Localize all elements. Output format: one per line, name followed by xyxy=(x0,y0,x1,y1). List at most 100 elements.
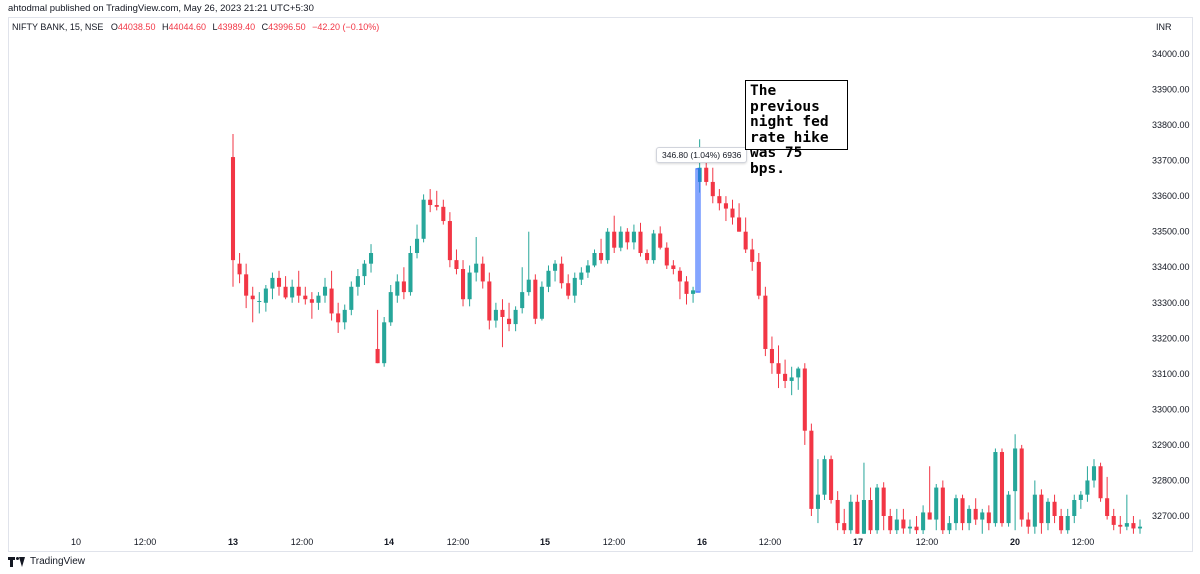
annotation-line: night fed xyxy=(750,114,829,130)
candle xyxy=(756,253,761,300)
y-tick-label: 32800.00 xyxy=(1152,475,1190,485)
candle xyxy=(750,238,755,271)
candle-body xyxy=(829,459,834,501)
candle xyxy=(1059,508,1064,534)
candle-body xyxy=(677,270,682,282)
candle xyxy=(316,292,321,310)
candle xyxy=(520,267,525,314)
x-tick-label: 12:00 xyxy=(134,537,157,547)
close-label: C xyxy=(261,22,269,32)
candle-body xyxy=(888,516,893,531)
candle-body xyxy=(355,276,360,287)
x-tick-label: 12:00 xyxy=(1072,537,1095,547)
candle-body xyxy=(671,265,676,270)
candle-body xyxy=(848,501,853,531)
change-value: −42.20 (−0.10%) xyxy=(312,22,380,32)
high-value: 44044.60 xyxy=(168,22,207,32)
candle-body xyxy=(638,231,643,254)
candle xyxy=(533,274,538,325)
candle-body xyxy=(474,263,479,273)
candle-body xyxy=(263,288,268,303)
candle xyxy=(658,226,663,250)
open-value: 44038.50 xyxy=(117,22,156,32)
high-label: H xyxy=(161,22,169,32)
y-tick-label: 32700.00 xyxy=(1152,511,1190,521)
candle xyxy=(460,260,466,307)
candle-body xyxy=(999,452,1005,524)
candle-body xyxy=(1052,501,1057,516)
candle-body xyxy=(986,512,991,524)
x-tick-label: 12:00 xyxy=(916,537,939,547)
candle-body xyxy=(980,512,985,520)
candle-body xyxy=(237,263,242,275)
candle xyxy=(927,466,932,520)
annotation-line: The previous xyxy=(750,83,820,115)
candle xyxy=(303,286,308,305)
candle xyxy=(368,244,374,273)
candle-body xyxy=(1137,526,1143,529)
open-label: O xyxy=(110,22,118,32)
candle-body xyxy=(585,265,590,273)
candle-body xyxy=(546,270,551,287)
candle-body xyxy=(1085,480,1090,495)
candle-body xyxy=(303,295,308,300)
candle-body xyxy=(592,253,597,266)
y-tick-label: 33100.00 xyxy=(1152,369,1190,379)
candle xyxy=(815,459,820,524)
candle xyxy=(237,253,242,284)
candle xyxy=(250,286,255,323)
candle-body xyxy=(513,309,518,325)
candle xyxy=(1111,508,1116,531)
candle xyxy=(664,242,669,270)
candle xyxy=(967,505,972,531)
candle xyxy=(671,260,676,275)
currency-label: INR xyxy=(1156,22,1172,32)
candle xyxy=(336,302,341,333)
annotation-line: rate hike xyxy=(750,129,829,146)
candle-body xyxy=(467,272,472,300)
candle xyxy=(743,217,748,254)
x-tick-label: 14 xyxy=(384,537,394,547)
candle xyxy=(592,249,597,268)
candle xyxy=(309,292,314,319)
candle xyxy=(434,190,439,211)
candle-body xyxy=(960,498,965,524)
candle xyxy=(848,494,853,534)
measure-tool xyxy=(695,168,701,293)
candle-body xyxy=(1091,466,1097,481)
y-tick-label: 32900.00 xyxy=(1152,440,1190,450)
candle-body xyxy=(921,512,926,531)
candle-body xyxy=(1032,494,1037,527)
candle-body xyxy=(664,247,669,266)
candle-body xyxy=(520,292,525,309)
candle-body xyxy=(362,263,367,277)
candle-body xyxy=(907,526,913,529)
candle-body xyxy=(934,487,939,520)
candle xyxy=(546,265,551,293)
candle xyxy=(395,274,400,303)
candle-body xyxy=(743,231,748,250)
candle xyxy=(737,203,742,232)
candle-body xyxy=(375,348,380,364)
candle xyxy=(631,224,636,250)
candle-body xyxy=(914,526,919,531)
candle xyxy=(842,508,847,534)
candle-body xyxy=(953,498,959,524)
candle xyxy=(645,249,650,264)
candle xyxy=(513,306,518,332)
candle xyxy=(1013,434,1018,531)
candle-body xyxy=(507,318,512,325)
candle-body xyxy=(710,181,715,197)
candle-body xyxy=(342,309,347,323)
candle-body xyxy=(1118,524,1123,527)
candle xyxy=(717,189,722,211)
candle xyxy=(566,274,571,300)
candle xyxy=(263,285,268,312)
candle xyxy=(355,269,360,296)
x-axis: 10 12:00 13 12:00 14 12:00 15 12:00 16 12:00 17 12:… xyxy=(71,537,1094,547)
candle-body xyxy=(967,508,972,524)
candle-body xyxy=(625,231,630,243)
candle xyxy=(1006,491,1011,527)
candle xyxy=(907,519,913,534)
